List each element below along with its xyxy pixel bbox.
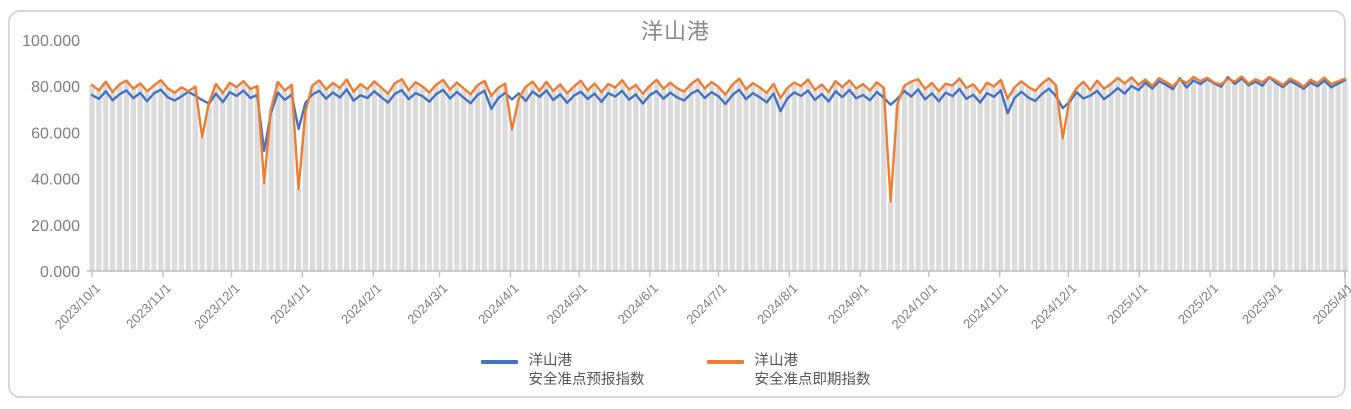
legend-line-swatch-blue [480,360,518,364]
svg-text:60.000: 60.000 [31,125,80,142]
svg-text:2024/4/1: 2024/4/1 [475,281,521,327]
svg-text:2024/11/1: 2024/11/1 [960,281,1011,332]
legend-label-line2: 安全准点预报指数 [528,372,645,388]
svg-text:100.000: 100.000 [22,33,80,50]
legend-label-line1: 洋山港 [528,353,573,369]
legend-label-forecast-index: 洋山港 安全准点预报指数 [529,352,645,390]
svg-text:2023/10/1: 2023/10/1 [52,281,104,333]
legend-label-line1: 洋山港 [754,353,799,369]
svg-text:2023/12/1: 2023/12/1 [191,281,243,333]
svg-text:2024/3/1: 2024/3/1 [404,281,450,327]
legend-entry-spot-index: 洋山港 安全准点即期指数 [706,352,871,390]
legend-entry-forecast-index: 洋山港 安全准点预报指数 [480,352,645,390]
svg-text:2025/1/1: 2025/1/1 [1104,281,1150,327]
chart-legend: 洋山港 安全准点预报指数 洋山港 安全准点即期指数 [0,352,1351,390]
svg-text:2024/6/1: 2024/6/1 [615,281,661,327]
legend-label-spot-index: 洋山港 安全准点即期指数 [755,352,871,390]
svg-text:2024/7/1: 2024/7/1 [683,281,729,327]
svg-text:2025/3/1: 2025/3/1 [1239,281,1285,327]
svg-text:40.000: 40.000 [31,172,80,189]
svg-text:0.000: 0.000 [40,264,80,281]
svg-text:2025/2/1: 2025/2/1 [1175,281,1221,327]
legend-label-line2: 安全准点即期指数 [754,372,871,388]
svg-text:2024/10/1: 2024/10/1 [888,281,940,333]
svg-text:2024/9/1: 2024/9/1 [825,281,871,327]
svg-text:2024/12/1: 2024/12/1 [1028,281,1080,333]
chart-title: 洋山港 [640,19,710,44]
legend-line-swatch-orange [706,360,744,364]
svg-text:2024/8/1: 2024/8/1 [754,281,800,327]
svg-text:2023/11/1: 2023/11/1 [123,281,174,332]
svg-text:2024/5/1: 2024/5/1 [544,281,590,327]
svg-text:20.000: 20.000 [31,218,80,235]
svg-text:2024/2/1: 2024/2/1 [338,281,384,327]
svg-text:2024/1/1: 2024/1/1 [267,281,313,327]
svg-text:2025/4/1: 2025/4/1 [1310,281,1351,327]
svg-text:80.000: 80.000 [31,79,80,96]
